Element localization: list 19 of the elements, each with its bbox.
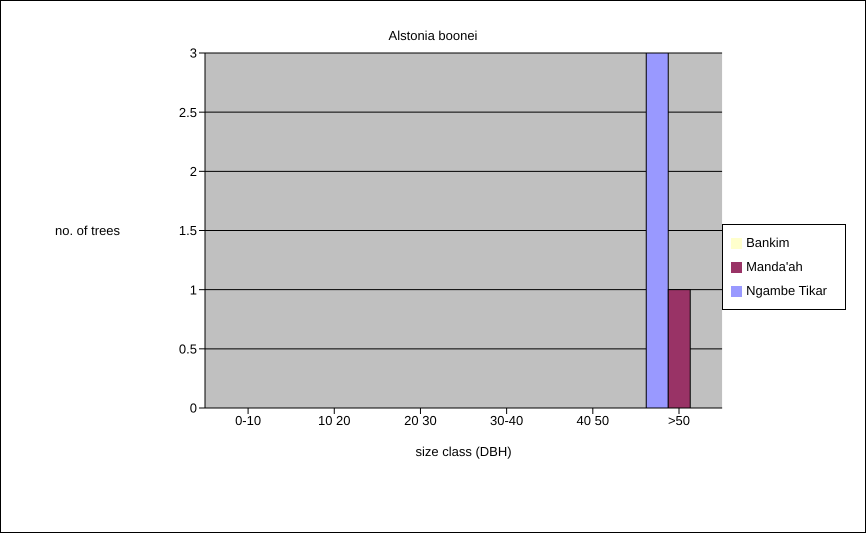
y-tick-label: 1 [190,282,197,298]
legend-label: Manda'ah [746,258,803,274]
x-tick-label: 30-40 [490,413,524,428]
y-tick-label: 2.5 [178,104,197,120]
y-tick-label: 0 [190,400,197,416]
x-tick-label: >50 [668,413,690,428]
chart-title: Alstonia boonei [388,28,478,43]
legend-label: Bankim [746,234,790,250]
y-tick-label: 3 [190,46,197,61]
x-tick-label: 0-10 [235,413,262,428]
y-tick-label: 1.5 [178,223,197,238]
legend-label: Ngambe Tikar [746,282,827,298]
x-tick-label: 20 30 [404,413,437,428]
x-tick-label: 40 50 [576,413,610,428]
x-axis-title: size class (DBH) [416,444,512,459]
y-tick-label: 0.5 [178,341,197,356]
y-tick-label: 2 [190,164,197,179]
y-axis-title: no. of trees [55,223,121,238]
x-tick-label: 10 20 [318,413,351,428]
